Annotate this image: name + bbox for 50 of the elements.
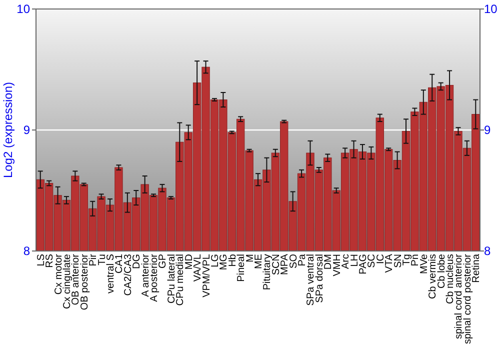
x-tick-label: ME	[254, 254, 264, 269]
x-tick-label: SO	[288, 254, 300, 268]
x-tick-label: Hb	[227, 254, 238, 267]
x-tick-label: SCN	[270, 254, 282, 276]
x-tick-label: SPa dorsal	[314, 254, 326, 303]
x-tick-label: CA2/CA3	[122, 254, 134, 296]
x-tick-label: VPM/VPL	[201, 254, 212, 298]
x-tick-label: ventral S	[106, 254, 116, 294]
x-tick-label: Cx cingulate	[62, 254, 73, 310]
y-tick-label: 10	[16, 2, 30, 16]
x-tick-label: GP	[158, 254, 169, 268]
x-tick-label: LH	[349, 254, 360, 267]
x-tick-label: MVe	[418, 254, 430, 274]
x-tick-label: A anterior	[140, 253, 152, 297]
y2-tick-label: 10	[484, 2, 498, 16]
y-tick-label: 9	[23, 123, 30, 138]
x-tick-label: CA1	[114, 254, 126, 274]
x-tick-label: RS	[44, 254, 56, 268]
x-tick-label: CPu medial	[175, 254, 186, 306]
x-tick-label: spinal cord posterior	[462, 253, 474, 344]
y-axis-title: Log2 (expression)	[1, 82, 15, 178]
x-tick-label: VTA	[384, 254, 396, 273]
x-tick-label: A posterior	[149, 253, 160, 302]
x-tick-label: M	[244, 254, 256, 262]
x-tick-label: IC	[375, 254, 386, 264]
x-tick-label: Retina	[471, 254, 482, 283]
y2-tick-label: 8	[484, 244, 491, 258]
x-tick-label: DM	[323, 254, 334, 270]
x-tick-label: OB posterior	[79, 253, 90, 310]
x-tick-label: LG	[210, 254, 221, 268]
x-tick-label: Pituitary	[262, 254, 274, 290]
x-tick-label: MPA	[280, 254, 291, 275]
x-tick-label: PAG	[358, 254, 369, 274]
x-tick-label: Pn	[410, 254, 422, 266]
x-tick-label: Cb lobe	[436, 254, 448, 288]
x-tick-label: CPu lateral	[166, 254, 178, 304]
x-tick-label: Pineal	[236, 254, 248, 282]
x-tick-label: DG	[132, 254, 143, 269]
y2-tick-label: 9	[484, 123, 491, 138]
x-tick-label: Tu	[96, 254, 108, 266]
x-tick-label: Pir	[88, 253, 100, 266]
x-tick-label: SC	[366, 254, 378, 268]
x-tick-label: VMH	[332, 254, 343, 276]
x-tick-label: OB anterior	[70, 253, 82, 306]
y-tick-label: 8	[23, 244, 30, 258]
x-tick-label: spinal cord anterior	[454, 253, 465, 340]
x-tick-label: SN	[392, 254, 404, 268]
x-tick-label: LS	[36, 254, 47, 266]
x-tick-label: Arc	[340, 254, 352, 269]
x-tick-label: Tg	[402, 254, 412, 266]
